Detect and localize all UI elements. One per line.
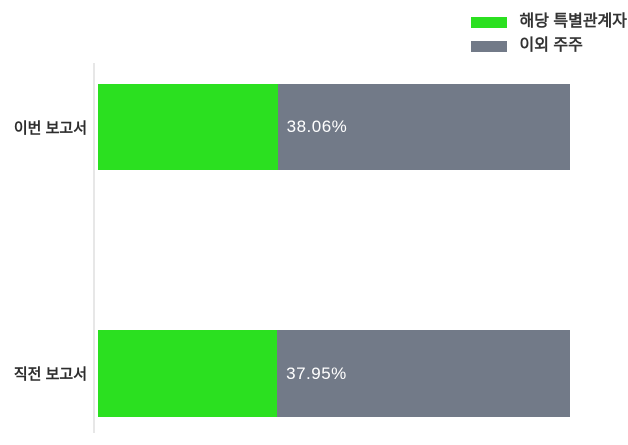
category-label-current-report: 이번 보고서 — [13, 119, 87, 137]
bar-row-previous-report: 직전 보고서 37.95% — [0, 330, 628, 417]
bar-track: 37.95% — [98, 330, 570, 417]
y-axis-line — [93, 63, 95, 433]
bar-segment-special-related — [98, 330, 278, 417]
legend-label-other-shareholders: 이외 주주 — [519, 37, 583, 54]
legend-swatch-gray — [470, 40, 507, 52]
legend-swatch-green — [470, 16, 507, 28]
bar-segment-other-shareholders: 37.95% — [277, 330, 570, 417]
legend-label-special-related: 해당 특별관계자 — [519, 13, 628, 30]
value-label-previous-report: 37.95% — [286, 363, 347, 383]
legend-item-other-shareholders: 이외 주주 — [470, 36, 583, 56]
category-label-previous-report: 직전 보고서 — [13, 366, 87, 383]
bar-track: 38.06% — [98, 84, 570, 170]
legend-item-special-related: 해당 특별관계자 — [470, 12, 628, 32]
bar-row-current-report: 이번 보고서 38.06% — [0, 84, 628, 170]
legend: 해당 특별관계자 이외 주주 — [470, 12, 628, 56]
bar-segment-other-shareholders: 38.06% — [277, 84, 570, 170]
value-label-current-report: 38.06% — [286, 117, 348, 136]
bar-segment-special-related — [98, 84, 278, 170]
